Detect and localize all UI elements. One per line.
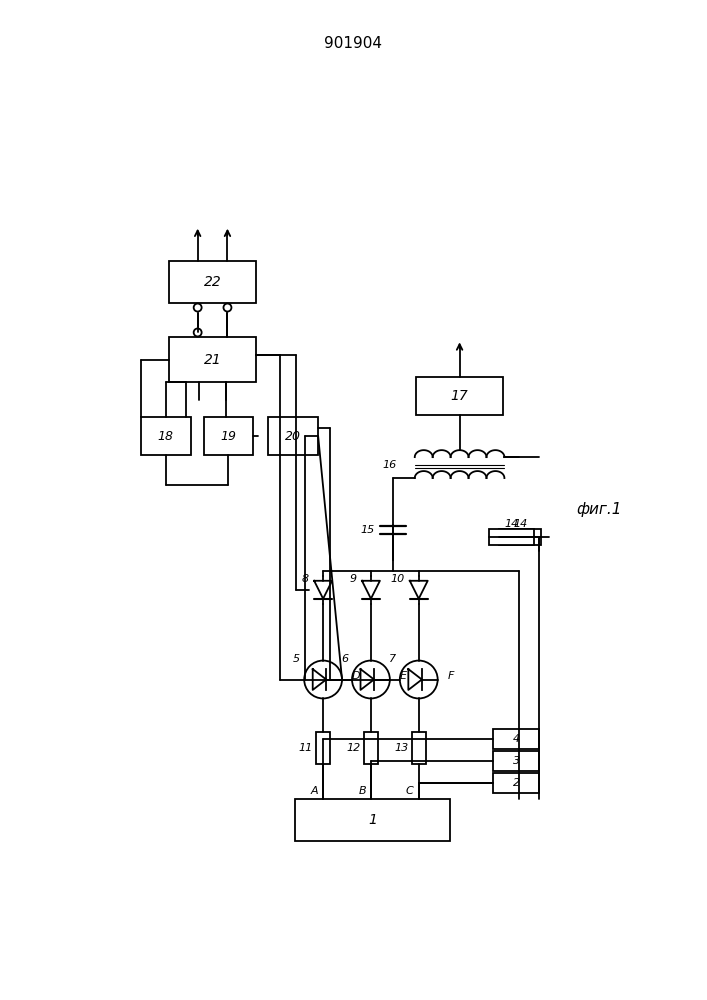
Text: D: D [352, 671, 361, 681]
Bar [316, 732, 330, 764]
Text: 1: 1 [368, 813, 377, 827]
Text: 18: 18 [158, 430, 174, 443]
Text: 14: 14 [513, 519, 527, 529]
Bar [269, 417, 318, 455]
Text: 22: 22 [204, 275, 221, 289]
Text: F: F [448, 671, 454, 681]
Text: 6: 6 [341, 654, 348, 664]
Bar [411, 732, 426, 764]
Text: 19: 19 [221, 430, 237, 443]
Text: 15: 15 [361, 525, 375, 535]
Text: 11: 11 [299, 743, 313, 753]
Bar [493, 773, 539, 793]
Text: 14: 14 [505, 519, 519, 529]
Text: C: C [406, 786, 414, 796]
Text: 21: 21 [204, 353, 221, 367]
Bar [169, 261, 257, 303]
Text: 16: 16 [382, 460, 397, 470]
Text: A: A [310, 786, 318, 796]
Bar [141, 417, 191, 455]
Bar [364, 732, 378, 764]
Text: 4: 4 [513, 734, 520, 744]
Bar [416, 377, 503, 415]
Text: 17: 17 [450, 389, 469, 403]
Bar [296, 799, 450, 841]
Text: 901904: 901904 [324, 36, 382, 51]
Bar [499, 529, 542, 545]
Text: 10: 10 [390, 574, 405, 584]
Bar [204, 417, 253, 455]
Bar [169, 337, 257, 382]
Bar [493, 729, 539, 749]
Text: 7: 7 [389, 654, 396, 664]
Text: 12: 12 [346, 743, 361, 753]
Text: 8: 8 [302, 574, 309, 584]
Text: 9: 9 [350, 574, 357, 584]
Text: фиг.1: фиг.1 [576, 502, 621, 517]
Bar [493, 751, 539, 771]
Text: 2: 2 [513, 778, 520, 788]
Text: 13: 13 [395, 743, 409, 753]
Text: B: B [358, 786, 366, 796]
Text: E: E [400, 671, 407, 681]
Text: 20: 20 [285, 430, 301, 443]
Text: 3: 3 [513, 756, 520, 766]
Bar [489, 529, 534, 545]
Text: 5: 5 [293, 654, 300, 664]
